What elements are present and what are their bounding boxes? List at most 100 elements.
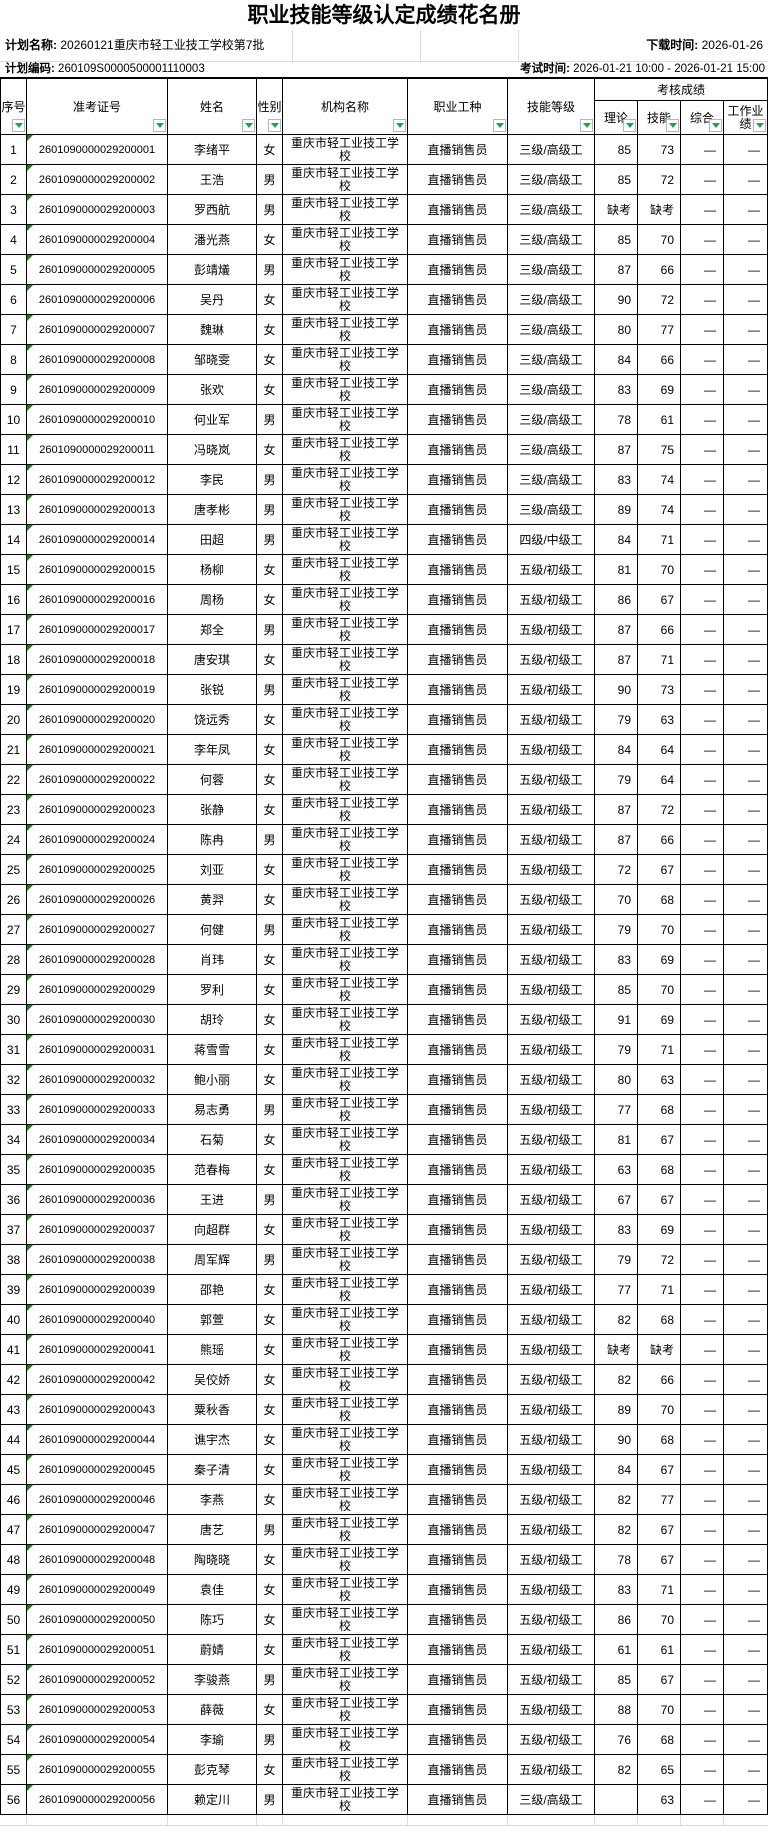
comprehensive-score-cell: — — [681, 1125, 724, 1154]
occupation-cell: 直播销售员 — [408, 735, 508, 764]
comprehensive-score-cell: — — [681, 345, 724, 374]
seq-cell-value: 6 — [10, 292, 17, 307]
theory-score-cell: 83 — [595, 1215, 638, 1244]
org-cell: 重庆市轻工业技工学校 — [283, 735, 408, 764]
org-cell: 重庆市轻工业技工学校 — [283, 1365, 408, 1394]
filter-dropdown-icon[interactable] — [666, 119, 679, 132]
grid-divider — [723, 1815, 724, 1825]
cell-corner-flag-icon — [27, 1425, 33, 1431]
gender-cell-value: 男 — [263, 203, 276, 217]
theory-score-cell-value: 87 — [617, 832, 631, 847]
comprehensive-score-cell: — — [681, 1485, 724, 1514]
name-cell-value: 王进 — [199, 1193, 224, 1207]
theory-score-cell: 86 — [595, 1605, 638, 1634]
level-cell-value: 五级/初级工 — [519, 1313, 583, 1327]
ticket-cell: 2601090000029200020 — [27, 705, 168, 734]
gender-cell-value: 女 — [263, 1493, 276, 1507]
org-cell: 重庆市轻工业技工学校 — [283, 465, 408, 494]
seq-cell: 20 — [1, 705, 27, 734]
filter-dropdown-icon[interactable] — [12, 119, 25, 132]
theory-score-cell-value: 61 — [617, 1642, 631, 1657]
occupation-cell: 直播销售员 — [408, 1575, 508, 1604]
filter-dropdown-icon[interactable] — [580, 119, 593, 132]
cell-corner-flag-icon — [27, 345, 33, 351]
skill-score-cell: 67 — [638, 1515, 681, 1544]
gender-cell: 女 — [257, 1335, 283, 1364]
work-score-cell: — — [724, 1245, 767, 1274]
name-cell: 罗利 — [168, 975, 257, 1004]
theory-score-cell: 87 — [595, 435, 638, 464]
ticket-cell-value: 2601090000029200019 — [38, 683, 156, 696]
gender-cell: 女 — [257, 1275, 283, 1304]
name-cell: 冯晓岚 — [168, 435, 257, 464]
occupation-cell-value: 直播销售员 — [427, 203, 488, 217]
table-header: 序号 准考证号 姓名 性别 机构名称 职业工种 — [1, 77, 767, 135]
theory-score-cell: 82 — [595, 1305, 638, 1334]
seq-cell-value: 25 — [6, 862, 21, 877]
seq-cell-value: 12 — [6, 472, 21, 487]
filter-dropdown-icon[interactable] — [153, 119, 166, 132]
skill-score-cell-value: 77 — [660, 322, 674, 337]
filter-dropdown-icon[interactable] — [393, 119, 406, 132]
skill-score-cell: 70 — [638, 225, 681, 254]
level-cell-value: 五级/初级工 — [519, 743, 583, 757]
gender-cell-value: 女 — [263, 1313, 276, 1327]
skill-score-cell-value: 缺考 — [649, 1343, 674, 1357]
level-cell: 五级/初级工 — [508, 765, 595, 794]
work-score-cell: — — [724, 495, 767, 524]
name-cell-value: 粟秋香 — [193, 1403, 230, 1417]
filter-dropdown-icon[interactable] — [623, 119, 636, 132]
filter-dropdown-icon[interactable] — [709, 119, 722, 132]
occupation-cell: 直播销售员 — [408, 1605, 508, 1634]
occupation-cell-value: 直播销售员 — [427, 1583, 488, 1597]
gender-cell-value: 女 — [263, 743, 276, 757]
name-cell: 蔚婧 — [168, 1635, 257, 1664]
level-cell-value: 五级/初级工 — [519, 833, 583, 847]
org-cell-value: 重庆市轻工业技工学校 — [290, 1395, 399, 1423]
ticket-cell: 2601090000029200035 — [27, 1155, 168, 1184]
occupation-cell: 直播销售员 — [408, 405, 508, 434]
name-cell-value: 唐安琪 — [193, 653, 230, 667]
table-row: 18 2601090000029200018 唐安琪 女重庆市轻工业技工学校 直播销售员… — [1, 645, 767, 675]
filter-dropdown-icon[interactable] — [493, 119, 506, 132]
filter-dropdown-icon[interactable] — [268, 119, 281, 132]
skill-score-cell: 缺考 — [638, 195, 681, 224]
level-cell-value: 三级/高级工 — [519, 143, 583, 157]
name-cell: 田超 — [168, 525, 257, 554]
name-cell: 邵艳 — [168, 1275, 257, 1304]
skill-score-cell-value: 65 — [660, 1762, 674, 1777]
work-score-cell-value: — — [748, 682, 760, 697]
occupation-cell-value: 直播销售员 — [427, 473, 488, 487]
occupation-cell-value: 直播销售员 — [427, 263, 488, 277]
cell-corner-flag-icon — [27, 405, 33, 411]
theory-score-cell-value: 82 — [617, 1762, 631, 1777]
name-cell: 范春梅 — [168, 1155, 257, 1184]
seq-cell: 35 — [1, 1155, 27, 1184]
filter-dropdown-icon[interactable] — [242, 119, 255, 132]
level-cell-value: 三级/高级工 — [519, 443, 583, 457]
ticket-cell: 2601090000029200036 — [27, 1185, 168, 1214]
work-score-cell-value: — — [748, 502, 760, 517]
ticket-cell: 2601090000029200050 — [27, 1605, 168, 1634]
name-cell-value: 唐艺 — [199, 1523, 224, 1537]
comprehensive-score-cell-value: — — [704, 1252, 716, 1267]
seq-cell-value: 56 — [6, 1792, 21, 1807]
seq-cell: 53 — [1, 1695, 27, 1724]
filter-dropdown-icon[interactable] — [753, 119, 766, 132]
skill-score-cell: 72 — [638, 1245, 681, 1274]
grid-divider — [26, 1815, 27, 1825]
theory-score-cell: 80 — [595, 315, 638, 344]
seq-cell-value: 48 — [6, 1552, 21, 1567]
level-cell-value: 五级/初级工 — [519, 1193, 583, 1207]
table-row: 11 2601090000029200011 冯晓岚 女重庆市轻工业技工学校 直播销售员… — [1, 435, 767, 465]
work-score-cell-value: — — [748, 262, 760, 277]
level-cell-value: 三级/高级工 — [519, 383, 583, 397]
comprehensive-score-cell-value: — — [704, 172, 716, 187]
comprehensive-score-cell-value: — — [704, 772, 716, 787]
gender-cell: 女 — [257, 1365, 283, 1394]
occupation-cell-value: 直播销售员 — [427, 743, 488, 757]
comprehensive-score-cell-value: — — [704, 232, 716, 247]
work-score-cell: — — [724, 1185, 767, 1214]
comprehensive-score-cell: — — [681, 1665, 724, 1694]
theory-score-cell: 85 — [595, 165, 638, 194]
